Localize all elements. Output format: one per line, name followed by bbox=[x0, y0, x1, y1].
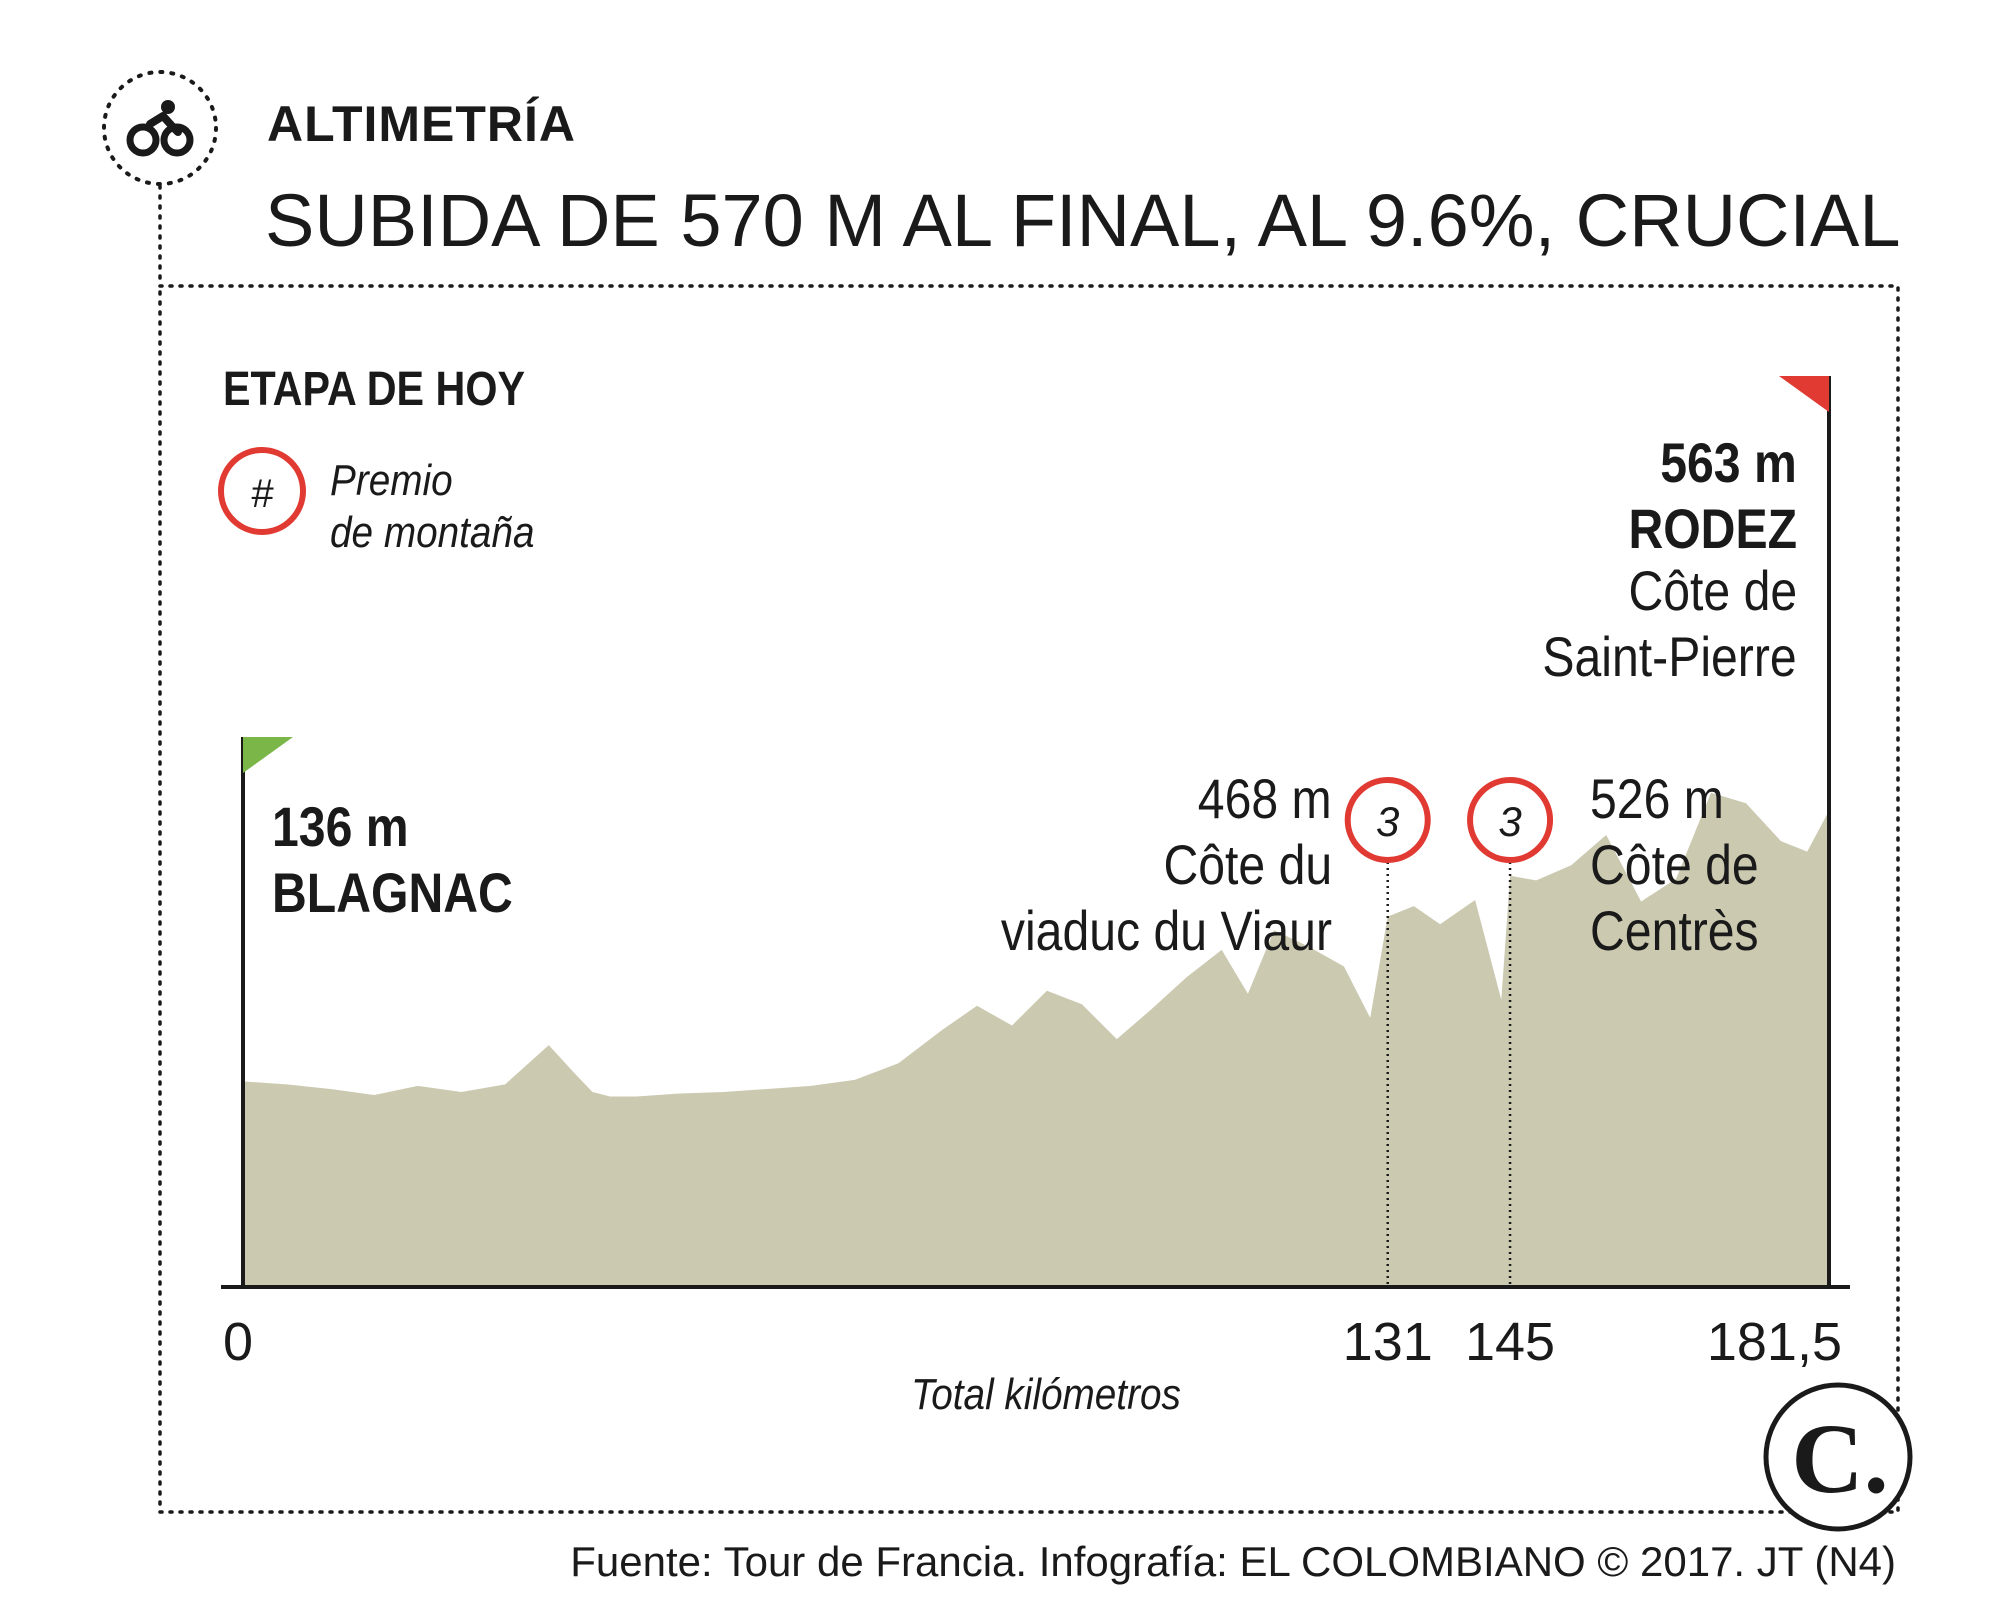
finish-name: RODEZ bbox=[1628, 497, 1797, 560]
finish-climb-line-1: Côte de bbox=[1628, 559, 1797, 622]
stage-title: ETAPA DE HOY bbox=[223, 363, 525, 416]
legend-line-1: Premio bbox=[330, 456, 453, 505]
start-altitude: 136 m bbox=[272, 795, 409, 858]
x-tick-label-3: 145 bbox=[1465, 1312, 1555, 1372]
finish-altitude: 563 m bbox=[1660, 431, 1797, 494]
cyclist-icon bbox=[102, 70, 218, 186]
el-colombiano-logo: C. bbox=[1763, 1382, 1913, 1532]
x-tick-label-1: 0 bbox=[223, 1312, 253, 1372]
panel-frame bbox=[158, 184, 1900, 1514]
climb-2-altitude: 526 m bbox=[1590, 767, 1724, 830]
finish-flag bbox=[1779, 376, 1829, 412]
elevation-profile-area bbox=[243, 792, 1829, 1287]
x-axis-title: Total kilómetros bbox=[911, 1370, 1181, 1419]
climb-1-line-1: Côte du bbox=[1163, 833, 1332, 896]
climb-marker-category-1: 3 bbox=[1376, 798, 1399, 845]
headline: SUBIDA DE 570 M AL FINAL, AL 9.6%, CRUCI… bbox=[265, 179, 1901, 262]
climb-1-altitude: 468 m bbox=[1198, 767, 1332, 830]
source-credit: Fuente: Tour de Francia. Infografía: EL … bbox=[570, 1538, 1896, 1585]
x-tick-label-2: 131 bbox=[1343, 1312, 1433, 1372]
svg-text:C.: C. bbox=[1791, 1403, 1888, 1514]
x-tick-label-4: 181,5 bbox=[1707, 1312, 1842, 1372]
finish-climb-line-2: Saint-Pierre bbox=[1542, 625, 1797, 688]
start-name: BLAGNAC bbox=[272, 861, 513, 924]
legend-ring bbox=[218, 447, 306, 535]
climb-1-line-2: viaduc du Viaur bbox=[1000, 899, 1332, 962]
section-label: ALTIMETRÍA bbox=[267, 96, 577, 152]
climb-2-line-1: Côte de bbox=[1590, 833, 1759, 896]
climb-marker-ring-1 bbox=[1344, 777, 1431, 863]
climb-marker-category-2: 3 bbox=[1498, 798, 1521, 845]
legend-symbol: # bbox=[251, 472, 274, 516]
legend-line-2: de montaña bbox=[330, 508, 535, 557]
climb-marker-ring-2 bbox=[1467, 777, 1554, 863]
start-flag bbox=[243, 737, 293, 773]
climb-2-line-2: Centrès bbox=[1590, 899, 1759, 962]
